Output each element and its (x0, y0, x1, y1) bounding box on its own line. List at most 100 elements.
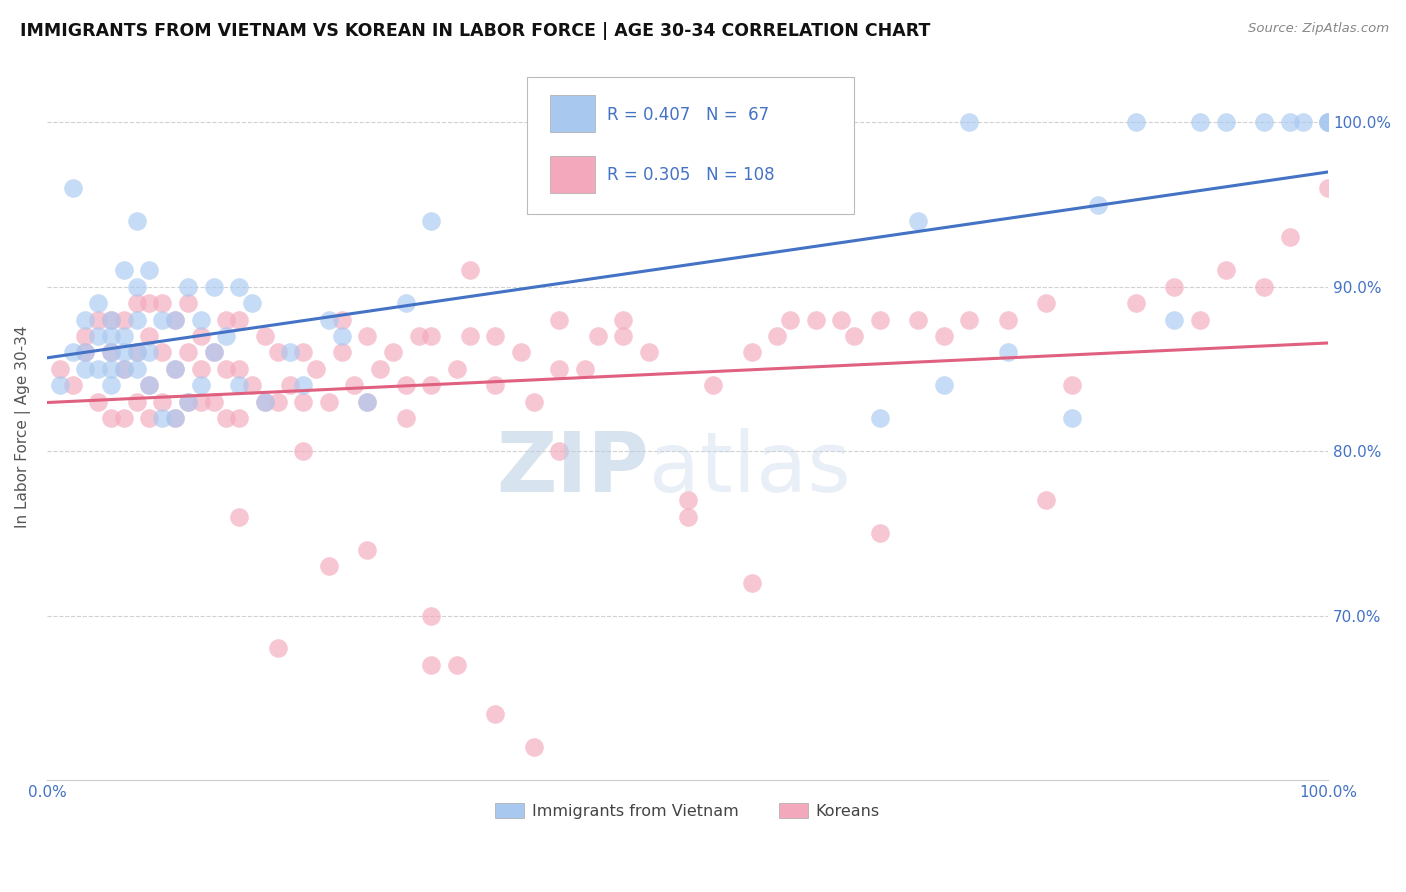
Point (420, 657, 443, 672)
Point (215, 411, 238, 425)
Point (330, 312, 353, 326)
Point (330, 345, 353, 359)
Point (830, 312, 852, 326)
Point (1317, 115, 1340, 129)
Point (266, 345, 288, 359)
Point (87, 362, 110, 376)
Point (202, 394, 225, 409)
Point (420, 214, 443, 228)
Point (356, 542, 378, 557)
Point (1035, 296, 1057, 310)
Point (420, 378, 443, 392)
Point (138, 329, 160, 343)
Point (446, 657, 468, 672)
Point (125, 214, 148, 228)
Point (190, 312, 212, 326)
Point (228, 411, 250, 425)
Point (586, 329, 609, 343)
Point (253, 394, 276, 409)
Point (1253, 279, 1275, 293)
Point (869, 312, 891, 326)
Point (869, 526, 891, 541)
Point (1163, 279, 1185, 293)
Point (420, 608, 443, 623)
Point (1189, 312, 1212, 326)
Point (408, 329, 430, 343)
Point (240, 296, 263, 310)
Point (343, 378, 366, 392)
Point (932, 329, 955, 343)
Point (484, 707, 506, 722)
Point (368, 362, 391, 376)
Point (458, 263, 481, 277)
Point (100, 312, 122, 326)
Point (165, 362, 187, 376)
Point (150, 394, 173, 409)
Point (266, 641, 288, 656)
Point (1215, 263, 1237, 277)
Point (779, 312, 801, 326)
FancyBboxPatch shape (551, 156, 595, 194)
Point (292, 444, 315, 458)
Point (215, 362, 238, 376)
FancyBboxPatch shape (551, 95, 595, 132)
Point (75, 329, 97, 343)
Point (280, 345, 302, 359)
Point (997, 345, 1019, 359)
Point (215, 329, 238, 343)
Point (957, 115, 980, 129)
Point (138, 378, 160, 392)
Point (87, 296, 110, 310)
Point (458, 329, 481, 343)
Point (150, 345, 173, 359)
Point (1215, 115, 1237, 129)
Point (548, 444, 571, 458)
Point (305, 362, 328, 376)
Point (1125, 115, 1147, 129)
Point (165, 312, 187, 326)
Point (280, 378, 302, 392)
Point (75, 345, 97, 359)
Legend: Immigrants from Vietnam, Koreans: Immigrants from Vietnam, Koreans (489, 797, 886, 825)
Point (112, 312, 135, 326)
Point (125, 345, 148, 359)
Point (112, 329, 135, 343)
Point (1291, 115, 1313, 129)
Point (548, 362, 571, 376)
Point (997, 312, 1019, 326)
Point (932, 378, 955, 392)
Point (100, 345, 122, 359)
Point (638, 345, 661, 359)
Point (150, 312, 173, 326)
Point (215, 312, 238, 326)
Point (100, 378, 122, 392)
Point (125, 362, 148, 376)
Point (292, 394, 315, 409)
Point (574, 362, 596, 376)
Point (1253, 115, 1275, 129)
FancyBboxPatch shape (527, 77, 853, 214)
Point (292, 345, 315, 359)
Point (702, 378, 724, 392)
Point (100, 312, 122, 326)
Point (100, 329, 122, 343)
Point (125, 312, 148, 326)
Point (125, 345, 148, 359)
Point (228, 279, 250, 293)
Point (112, 263, 135, 277)
Point (266, 394, 288, 409)
Point (676, 509, 699, 524)
Point (1317, 181, 1340, 195)
Point (100, 411, 122, 425)
Point (49, 378, 72, 392)
Text: atlas: atlas (650, 428, 851, 509)
Point (766, 329, 789, 343)
Point (49, 362, 72, 376)
Point (907, 214, 929, 228)
Point (676, 493, 699, 508)
Point (253, 394, 276, 409)
Point (842, 329, 865, 343)
Point (318, 559, 340, 574)
Point (869, 411, 891, 425)
Point (87, 312, 110, 326)
